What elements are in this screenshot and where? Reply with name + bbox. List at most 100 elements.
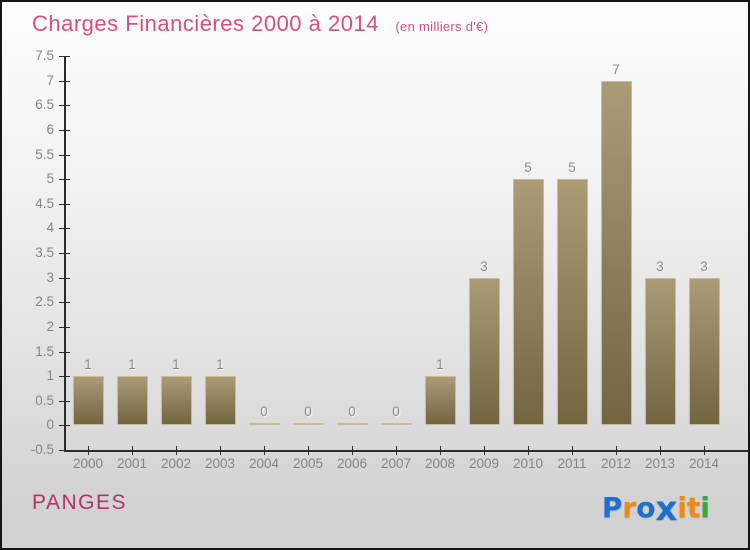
bar-value-label: 0 bbox=[348, 404, 356, 420]
x-tick-mark bbox=[528, 446, 529, 455]
x-tick-mark bbox=[572, 446, 573, 455]
y-tick-label: 5 bbox=[46, 171, 54, 187]
x-tick-mark bbox=[220, 446, 221, 455]
bar-value-label: 3 bbox=[700, 258, 708, 274]
chart-header: Charges Financières 2000 à 2014 (en mill… bbox=[32, 11, 488, 37]
y-tick-mark bbox=[59, 450, 70, 451]
logo-letter: r bbox=[622, 491, 637, 524]
y-tick-label: 7 bbox=[46, 72, 54, 88]
y-tick-label: 3 bbox=[46, 269, 54, 285]
company-name: PANGES bbox=[32, 491, 127, 514]
x-tick-label: 2013 bbox=[644, 456, 676, 471]
y-tick-mark bbox=[59, 302, 70, 304]
x-tick-mark bbox=[616, 446, 617, 455]
x-tick-label: 2006 bbox=[336, 456, 368, 471]
y-tick-mark bbox=[59, 351, 70, 353]
plot-area: 1 2000 1 2001 1 2002 1 2003 0 2004 0 2005 0 2006 0 2007… bbox=[59, 56, 748, 471]
x-tick-label: 2011 bbox=[557, 456, 587, 471]
bar-value-label: 0 bbox=[260, 404, 268, 420]
bar-2007 bbox=[380, 423, 412, 426]
bar-2009 bbox=[468, 277, 500, 426]
x-tick-mark bbox=[660, 446, 661, 455]
y-tick-mark bbox=[59, 56, 70, 57]
x-tick-mark bbox=[264, 446, 265, 455]
x-tick-label: 2009 bbox=[468, 456, 500, 471]
logo-letter: t bbox=[687, 491, 701, 524]
x-tick-mark bbox=[396, 446, 397, 455]
logo-letter: x bbox=[655, 489, 678, 529]
y-tick-label: 6.5 bbox=[35, 97, 54, 113]
bar-2012 bbox=[600, 80, 632, 426]
bar-2014 bbox=[688, 277, 720, 426]
x-tick-mark bbox=[176, 446, 177, 455]
bar-2000 bbox=[72, 376, 104, 426]
y-tick-label: 1.5 bbox=[35, 343, 54, 359]
bar-2011 bbox=[556, 179, 588, 426]
x-tick-mark bbox=[308, 446, 309, 455]
chart-title: Charges Financières 2000 à 2014 bbox=[32, 11, 379, 36]
bar-value-label: 5 bbox=[524, 160, 532, 176]
y-tick-mark bbox=[59, 80, 70, 82]
y-tick-mark bbox=[59, 228, 70, 230]
bar-value-label: 1 bbox=[436, 357, 444, 373]
bar-2005 bbox=[292, 423, 324, 426]
proxiti-logo: Proxiti bbox=[602, 488, 710, 529]
y-tick-mark bbox=[59, 154, 70, 156]
y-tick-mark bbox=[59, 253, 70, 254]
x-tick-label: 2007 bbox=[380, 456, 412, 471]
bar-value-label: 0 bbox=[392, 404, 400, 420]
bar-value-label: 3 bbox=[656, 258, 664, 274]
y-tick-label: 3.5 bbox=[35, 245, 54, 260]
bar-2013 bbox=[644, 277, 676, 426]
x-tick-mark bbox=[484, 446, 485, 455]
bar-value-label: 1 bbox=[172, 357, 180, 373]
x-tick-label: 2004 bbox=[248, 456, 280, 471]
x-tick-label: 2014 bbox=[688, 456, 720, 471]
x-tick-label: 2001 bbox=[116, 456, 148, 471]
y-tick-label: 2 bbox=[46, 318, 54, 334]
bar-value-label: 1 bbox=[84, 357, 92, 373]
y-tick-label: 1 bbox=[46, 368, 54, 384]
x-tick-label: 2012 bbox=[600, 456, 632, 471]
x-tick-label: 2000 bbox=[72, 456, 104, 471]
y-tick-label: 4.5 bbox=[35, 195, 54, 211]
y-tick-label: 6 bbox=[46, 121, 54, 137]
x-tick-label: 2010 bbox=[512, 456, 544, 471]
logo-letter: i bbox=[677, 491, 687, 524]
x-tick-mark bbox=[704, 446, 705, 455]
bar-value-label: 1 bbox=[216, 357, 224, 373]
y-tick-label: 7.5 bbox=[35, 48, 54, 63]
y-tick-mark bbox=[59, 105, 70, 107]
logo-letter: i bbox=[700, 491, 710, 524]
bar-2001 bbox=[116, 376, 148, 426]
y-tick-mark bbox=[59, 277, 70, 279]
y-tick-mark bbox=[59, 425, 70, 427]
bar-value-label: 7 bbox=[612, 61, 620, 77]
bar-2004 bbox=[248, 423, 280, 426]
y-tick-mark bbox=[59, 203, 70, 205]
y-tick-label: 4 bbox=[46, 220, 54, 236]
bar-value-label: 0 bbox=[304, 404, 312, 420]
x-tick-mark bbox=[352, 446, 353, 455]
x-tick-mark bbox=[132, 446, 133, 455]
y-tick-mark bbox=[59, 400, 70, 402]
y-tick-label: 5.5 bbox=[35, 146, 54, 162]
y-axis-labels: 7.5 7 6.5 6 5.5 5 4.5 4 3.5 3 2.5 2 1.5 1 0.5 0 -0.5 bbox=[2, 48, 58, 457]
bar-2003 bbox=[204, 376, 236, 426]
x-tick-label: 2008 bbox=[424, 456, 456, 471]
y-tick-label: -0.5 bbox=[30, 442, 54, 457]
bar-2006 bbox=[336, 423, 368, 426]
x-tick-label: 2002 bbox=[160, 456, 192, 471]
bar-value-label: 5 bbox=[568, 160, 576, 176]
y-tick-label: 2.5 bbox=[35, 294, 54, 310]
y-tick-mark bbox=[59, 179, 70, 181]
bar-value-label: 3 bbox=[480, 258, 488, 274]
y-tick-label: 0.5 bbox=[35, 392, 54, 408]
y-tick-label: 0 bbox=[46, 417, 54, 433]
bar-2008 bbox=[424, 376, 456, 426]
logo-letter: o bbox=[636, 491, 656, 524]
bar-2010 bbox=[512, 179, 544, 426]
chart-subtitle: (en milliers d'€) bbox=[395, 19, 489, 34]
y-tick-mark bbox=[59, 326, 70, 328]
